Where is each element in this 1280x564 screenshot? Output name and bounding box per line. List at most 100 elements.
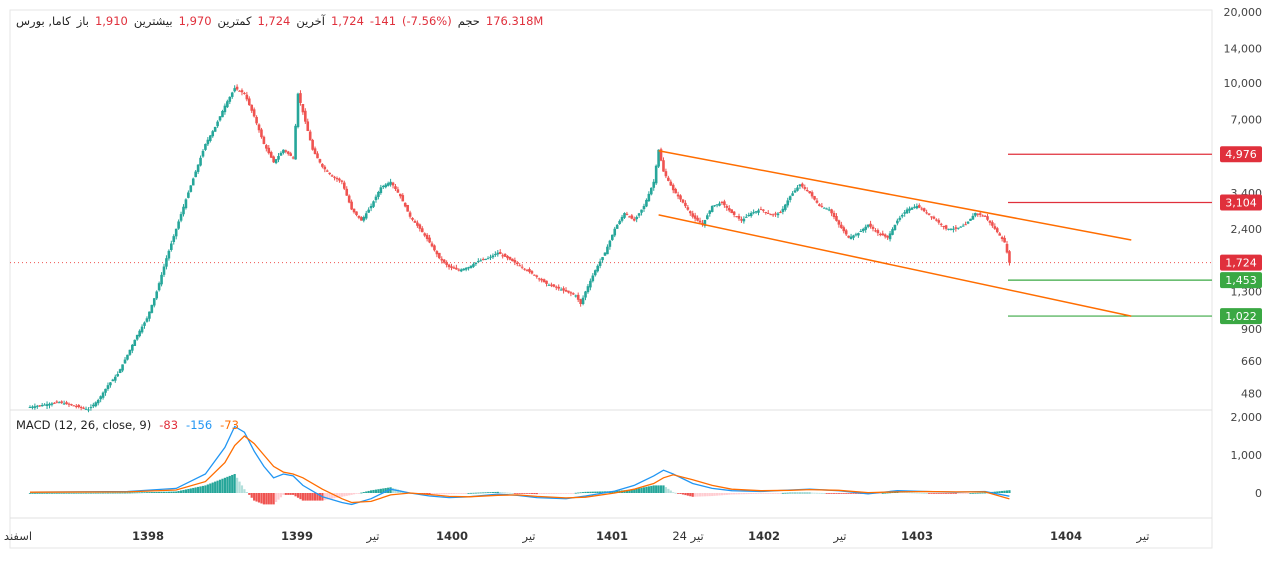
candle-body xyxy=(45,404,49,406)
candle-body xyxy=(40,405,44,407)
candle-body xyxy=(900,215,904,217)
macd-histogram-bar xyxy=(852,493,855,494)
macd-histogram-bar xyxy=(886,492,889,494)
candle-body xyxy=(530,271,534,274)
candle-body xyxy=(540,279,543,281)
candle-body xyxy=(118,369,122,373)
candle-body xyxy=(377,191,380,197)
macd-histogram-bar xyxy=(472,492,475,494)
candle-body xyxy=(844,230,848,235)
macd-histogram-bar xyxy=(572,493,575,494)
macd-histogram-bar xyxy=(172,491,175,493)
candle-body xyxy=(113,376,117,381)
candle-body xyxy=(998,233,1002,236)
macd-histogram-bar xyxy=(633,489,636,493)
macd-histogram-bar xyxy=(528,493,531,494)
macd-histogram-bar xyxy=(579,492,582,494)
candle-body xyxy=(730,209,733,214)
candle-body xyxy=(747,214,751,217)
macd-histogram-bar xyxy=(672,492,675,494)
macd-histogram-bar xyxy=(165,491,168,493)
macd-histogram-bar xyxy=(133,492,136,494)
candle-body xyxy=(364,213,368,219)
macd-histogram-bar xyxy=(776,493,780,494)
macd-histogram-bar xyxy=(562,493,565,494)
macd-histogram-bar xyxy=(913,492,916,494)
macd-histogram-bar xyxy=(253,493,256,501)
candle-body xyxy=(725,205,729,208)
macd-histogram-bar xyxy=(345,493,348,496)
macd-histogram-bar xyxy=(343,493,346,497)
candle-body xyxy=(822,207,826,209)
candle-body xyxy=(715,204,719,206)
macd-histogram-bar xyxy=(482,492,485,494)
candle-body xyxy=(333,176,336,178)
macd-histogram-bar xyxy=(206,484,209,493)
low-value: 1,724 xyxy=(257,14,291,28)
candle-body xyxy=(201,150,205,157)
candle-body xyxy=(545,280,548,284)
macd-histogram-bar xyxy=(801,492,804,494)
change-pct: (-7.56%) xyxy=(402,14,452,28)
macd-histogram-bar xyxy=(155,491,158,493)
time-axis-label: تیر xyxy=(1135,529,1149,544)
macd-histogram-bar xyxy=(187,488,190,493)
candle-body xyxy=(966,221,970,224)
macd-histogram-bar xyxy=(126,492,129,494)
macd-histogram-bar xyxy=(879,493,882,494)
macd-histogram-bar xyxy=(703,493,706,497)
macd-histogram-bar xyxy=(935,493,938,494)
macd-histogram-bar xyxy=(123,492,127,494)
candle-body xyxy=(455,267,458,270)
macd-histogram-bar xyxy=(979,492,982,494)
candle-body xyxy=(369,205,373,209)
macd-histogram-bar xyxy=(240,485,244,493)
time-axis-label: 24 تیر xyxy=(672,529,703,544)
macd-histogram-bar xyxy=(65,492,68,494)
candle-body xyxy=(632,218,636,221)
macd-histogram-bar xyxy=(581,492,585,493)
candle-body xyxy=(403,202,407,207)
macd-histogram-bar xyxy=(313,493,317,501)
macd-histogram-bar xyxy=(642,487,646,493)
price-axis-tick: 660 xyxy=(1241,355,1262,368)
candle-body xyxy=(243,92,246,94)
candle-body xyxy=(84,408,88,410)
candle-body xyxy=(608,240,612,247)
candle-body xyxy=(350,201,353,210)
time-axis-label: 1401 xyxy=(596,529,628,543)
candle-body xyxy=(196,164,200,172)
macd-histogram-bar xyxy=(1008,490,1011,493)
candle-body xyxy=(903,212,906,214)
candle-body xyxy=(221,110,224,118)
candle-body xyxy=(260,129,263,138)
macd-histogram-bar xyxy=(192,487,195,493)
macd-histogram-bar xyxy=(331,493,334,499)
candle-body xyxy=(820,205,824,207)
candle-body xyxy=(593,270,597,276)
macd-histogram-bar xyxy=(976,492,979,494)
macd-histogram-bar xyxy=(250,493,253,498)
macd-histogram-bar xyxy=(589,491,592,493)
candle-body xyxy=(993,226,997,229)
macd-histogram-bar xyxy=(560,493,563,494)
time-axis-label: تیر xyxy=(521,529,535,544)
candle-body xyxy=(520,266,524,268)
candle-body xyxy=(659,149,663,161)
macd-histogram-bar xyxy=(462,493,465,494)
macd-histogram-bar xyxy=(235,477,239,493)
candle-body xyxy=(450,266,453,268)
macd-histogram-bar xyxy=(857,493,860,494)
candle-body xyxy=(586,286,590,293)
macd-histogram-bar xyxy=(501,492,504,494)
candle-body xyxy=(179,214,183,221)
time-axis-label: 1400 xyxy=(436,529,468,543)
candle-body xyxy=(574,295,578,297)
candle-body xyxy=(706,215,709,220)
macd-histogram-bar xyxy=(720,493,724,496)
macd-histogram-bar xyxy=(184,489,188,493)
candle-body xyxy=(637,213,641,216)
macd-histogram-bar xyxy=(932,493,936,494)
candle-body xyxy=(286,151,290,154)
macd-histogram-bar xyxy=(360,492,363,494)
